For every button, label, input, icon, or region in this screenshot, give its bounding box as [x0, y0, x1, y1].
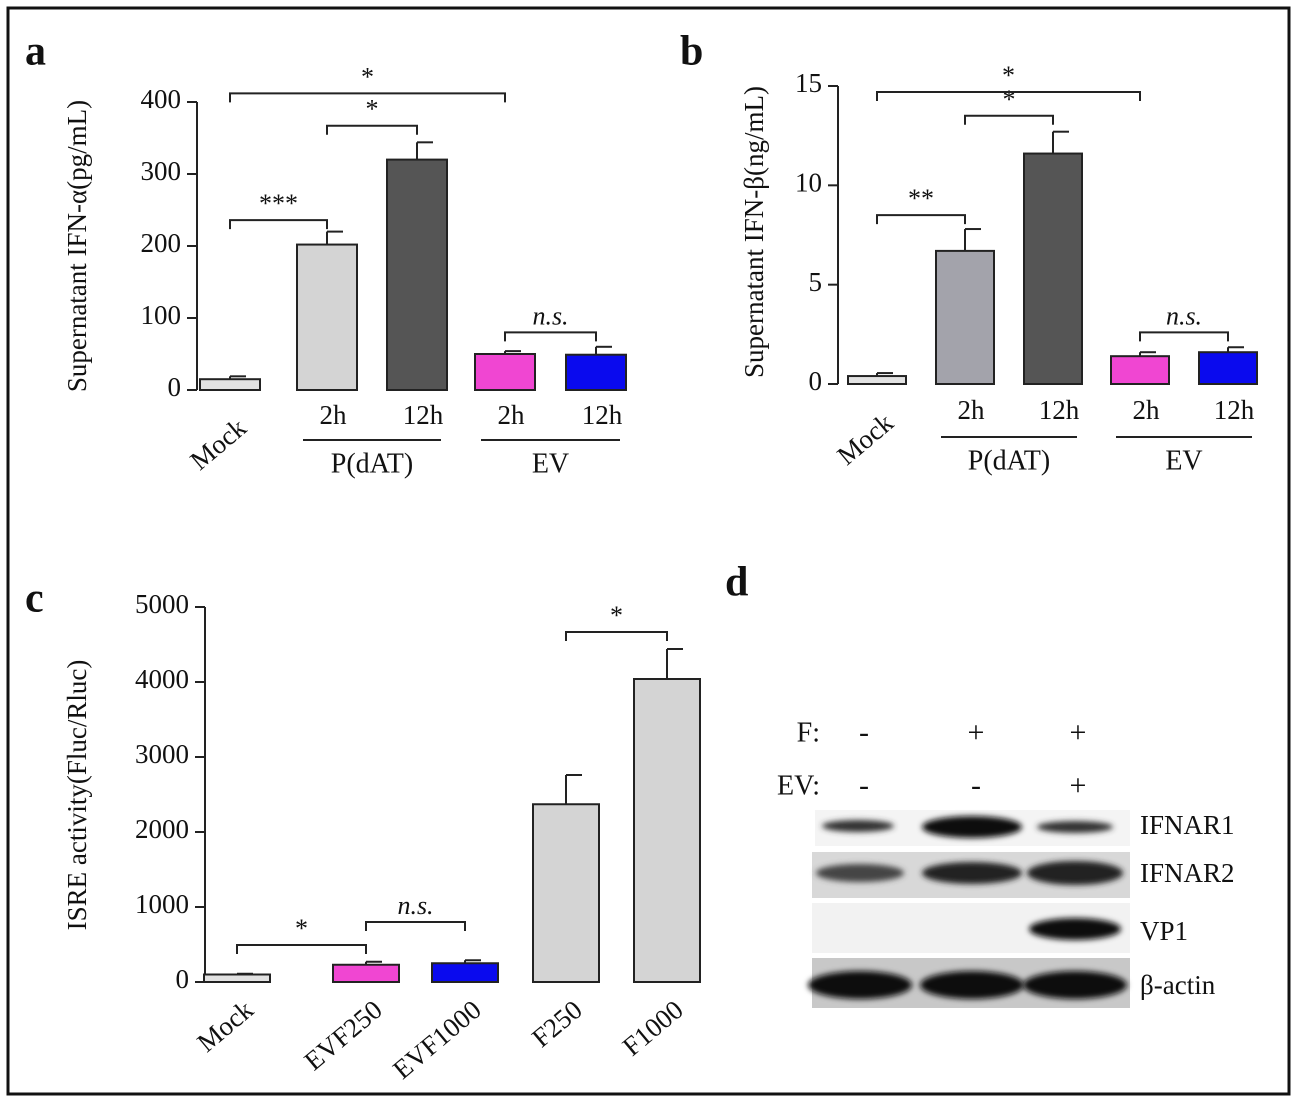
x-tick-label: 12h [403, 400, 444, 430]
x-tick-label: Mock [184, 412, 252, 476]
y-axis-label: ISRE activity(Fluc/Rluc) [62, 660, 92, 931]
significance-bracket [964, 114, 1054, 125]
x-tick-label: 2h [1133, 395, 1161, 425]
y-tick-label: 300 [141, 156, 182, 186]
significance-label: *** [259, 189, 298, 218]
significance-bracket [876, 90, 1141, 101]
bar [565, 353, 627, 391]
y-tick-label: 100 [141, 300, 182, 330]
x-tick-label: 12h [1039, 395, 1080, 425]
band-label: IFNAR1 [1140, 810, 1235, 840]
y-axis-label: Supernatant IFN-β(ng/mL) [739, 86, 769, 378]
bar [203, 973, 271, 983]
y-tick-label: 1000 [135, 889, 189, 919]
y-tick-label: 5000 [135, 589, 189, 619]
y-tick-label: 15 [795, 68, 822, 98]
group-label: P(dAT) [331, 448, 413, 479]
panel-label: d [725, 560, 748, 606]
condition-label: F: [797, 717, 820, 748]
condition-sign: + [968, 716, 985, 749]
bar [386, 158, 448, 391]
significance-label: * [366, 95, 379, 124]
bar [847, 375, 907, 386]
x-tick-label: F250 [526, 994, 588, 1053]
bar [332, 963, 400, 983]
bar [1198, 351, 1258, 386]
significance-bracket [326, 124, 418, 135]
group-label: P(dAT) [968, 445, 1050, 476]
y-tick-label: 0 [809, 366, 823, 396]
bar [1110, 355, 1170, 386]
significance-bracket [876, 214, 966, 225]
significance-label: ** [908, 184, 934, 213]
significance-bracket [229, 92, 506, 103]
significance-bracket [565, 630, 668, 641]
condition-sign: + [1070, 769, 1087, 802]
y-tick-label: 0 [168, 372, 182, 402]
significance-label: * [1002, 61, 1015, 90]
y-tick-label: 5 [809, 267, 823, 297]
x-tick-label: 2h [958, 395, 986, 425]
panel-label: c [25, 576, 44, 622]
x-tick-label: 2h [498, 400, 526, 430]
bar [431, 962, 499, 983]
y-tick-label: 400 [141, 84, 182, 114]
x-tick-label: 12h [1214, 395, 1255, 425]
significance-label: n.s. [532, 301, 568, 330]
x-tick-label: 12h [582, 400, 623, 430]
y-tick-label: 2000 [135, 814, 189, 844]
frame [6, 6, 1291, 1096]
x-tick-label: Mock [191, 994, 259, 1058]
significance-label: n.s. [1166, 301, 1202, 330]
bar [1023, 152, 1083, 385]
group-label: EV [532, 448, 569, 479]
blot-image [808, 810, 1130, 1008]
significance-label: * [295, 914, 308, 943]
condition-sign: - [859, 769, 869, 802]
bar [633, 678, 701, 983]
condition-label: EV: [777, 770, 820, 801]
y-tick-label: 0 [176, 964, 190, 994]
x-tick-label: Mock [831, 407, 899, 471]
condition-sign: + [1070, 716, 1087, 749]
significance-label: * [361, 62, 374, 91]
panel-label: b [680, 29, 703, 75]
significance-bracket [236, 944, 367, 955]
significance-bracket [229, 219, 328, 230]
significance-bracket [365, 921, 466, 931]
condition-sign: - [859, 716, 869, 749]
panel-label: a [25, 29, 46, 75]
condition-sign: - [971, 769, 981, 802]
band-label: IFNAR2 [1140, 858, 1235, 888]
bar [532, 803, 600, 983]
significance-bracket [504, 331, 597, 342]
bar [296, 243, 358, 391]
band-label: β-actin [1140, 970, 1216, 1000]
bar [199, 378, 261, 392]
bar [935, 249, 995, 385]
x-tick-label: 2h [320, 400, 348, 430]
y-tick-label: 200 [141, 228, 182, 258]
significance-label: n.s. [397, 891, 433, 920]
x-tick-label: EVF1000 [387, 994, 487, 1084]
group-label: EV [1165, 445, 1202, 476]
bar [474, 353, 536, 391]
x-tick-label: EVF250 [298, 994, 387, 1076]
significance-bracket [1139, 331, 1229, 342]
x-tick-label: F1000 [617, 994, 689, 1061]
y-tick-label: 10 [795, 168, 822, 198]
y-tick-label: 4000 [135, 664, 189, 694]
significance-label: * [610, 601, 623, 630]
y-tick-label: 3000 [135, 739, 189, 769]
y-axis-label: Supernatant IFN-α(pg/mL) [62, 100, 92, 392]
band-label: VP1 [1140, 916, 1188, 946]
